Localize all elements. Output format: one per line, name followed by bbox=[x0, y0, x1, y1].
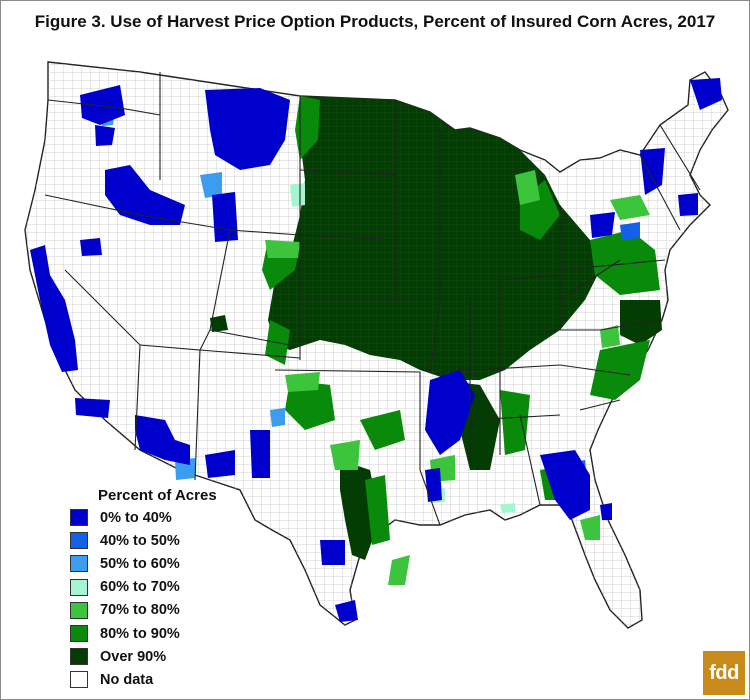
state-boundaries bbox=[44, 72, 701, 526]
legend-item: Over 90% bbox=[70, 645, 270, 668]
map-legend: Percent of Acres 0% to 40% 40% to 50% 50% … bbox=[70, 486, 270, 692]
legend-item: 60% to 70% bbox=[70, 576, 270, 599]
legend-swatch bbox=[70, 601, 88, 619]
legend-label: Over 90% bbox=[100, 648, 167, 665]
legend-label: 40% to 50% bbox=[100, 532, 180, 549]
legend-swatch bbox=[70, 648, 88, 666]
legend-item: No data bbox=[70, 668, 270, 691]
legend-title: Percent of Acres bbox=[98, 487, 217, 504]
legend-item: 0% to 40% bbox=[70, 506, 270, 529]
region-70-80 bbox=[265, 170, 650, 585]
fdd-logo: fdd bbox=[703, 651, 745, 695]
legend-label: 0% to 40% bbox=[100, 509, 172, 526]
legend-item: 40% to 50% bbox=[70, 529, 270, 552]
legend-swatch bbox=[70, 625, 88, 643]
legend-swatch bbox=[70, 555, 88, 573]
legend-item: 70% to 80% bbox=[70, 599, 270, 622]
legend-swatch bbox=[70, 671, 88, 689]
figure-title: Figure 3. Use of Harvest Price Option Pr… bbox=[34, 12, 716, 31]
legend-swatch bbox=[70, 578, 88, 596]
legend-label: 50% to 60% bbox=[100, 555, 180, 572]
legend-swatch bbox=[70, 509, 88, 527]
region-over-90 bbox=[210, 96, 662, 560]
region-0-40 bbox=[30, 78, 722, 622]
legend-label: 70% to 80% bbox=[100, 602, 180, 619]
legend-swatch bbox=[70, 532, 88, 550]
legend-label: 60% to 70% bbox=[100, 579, 180, 596]
legend-item: 50% to 60% bbox=[70, 552, 270, 575]
legend-item: 80% to 90% bbox=[70, 622, 270, 645]
legend-label: No data bbox=[100, 671, 154, 688]
legend-label: 80% to 90% bbox=[100, 625, 180, 642]
